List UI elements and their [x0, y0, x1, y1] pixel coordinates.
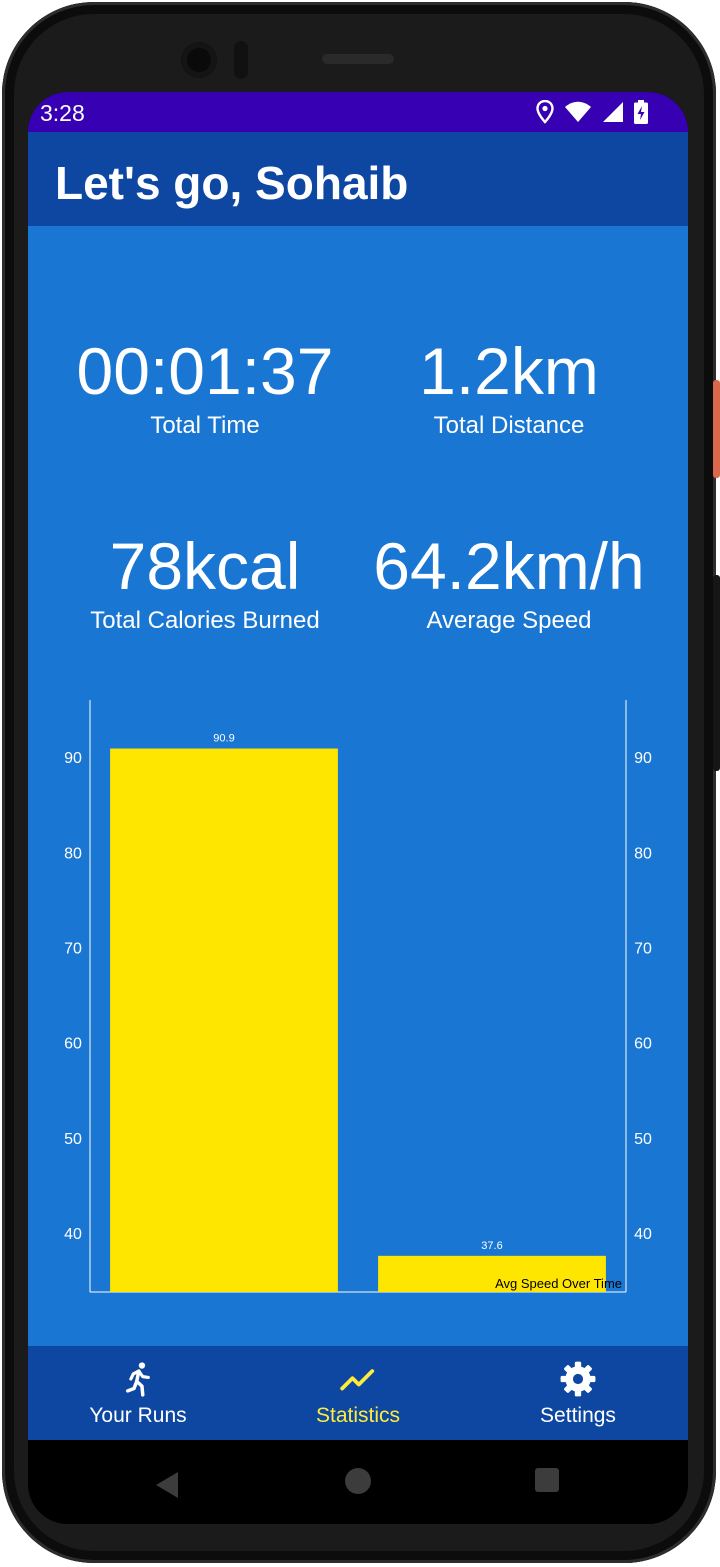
- nav-statistics-label: Statistics: [248, 1404, 468, 1428]
- total-distance-value: 1.2km: [344, 334, 674, 408]
- y-tick-label-right: 90: [634, 750, 652, 767]
- proximity-sensor: [234, 41, 248, 79]
- nav-settings-label: Settings: [468, 1404, 688, 1428]
- y-tick-label-left: 90: [64, 750, 82, 767]
- app-toolbar: Let's go, Sohaib: [28, 132, 688, 226]
- y-tick-label-right: 60: [634, 1036, 652, 1053]
- wifi-icon: [564, 101, 592, 123]
- trending-up-icon: [339, 1360, 377, 1398]
- stat-total-time: 00:01:37 Total Time: [40, 334, 370, 440]
- nav-your-runs-label: Your Runs: [28, 1404, 248, 1428]
- system-navigation-bar: [28, 1440, 688, 1524]
- statistics-content: 00:01:37 Total Time 1.2km Total Distance…: [28, 226, 688, 1346]
- stat-total-distance: 1.2km Total Distance: [344, 334, 674, 440]
- page-title: Let's go, Sohaib: [55, 156, 408, 210]
- nav-statistics[interactable]: Statistics: [248, 1346, 468, 1440]
- y-tick-label-left: 60: [64, 1036, 82, 1053]
- total-distance-label: Total Distance: [344, 412, 674, 440]
- y-tick-label-right: 50: [634, 1131, 652, 1148]
- status-icons: [536, 99, 648, 125]
- bar-value-label: 37.6: [481, 1240, 502, 1252]
- earpiece-speaker: [322, 54, 394, 64]
- y-tick-label-left: 80: [64, 845, 82, 862]
- y-tick-label-left: 70: [64, 940, 82, 957]
- back-icon[interactable]: [154, 1470, 180, 1500]
- volume-button: [713, 575, 720, 771]
- screen: 3:28 Let's go, Sohaib 00:01:37 Total: [28, 92, 688, 1524]
- y-tick-label-left: 40: [64, 1226, 82, 1243]
- home-icon[interactable]: [345, 1468, 371, 1494]
- chart-svg: 40 40 50 50 60 60 70 70 80 80 90 90 90.9 37.6 Avg Spee…: [28, 666, 688, 1306]
- y-tick-label-right: 70: [634, 940, 652, 957]
- average-speed-value: 64.2km/h: [344, 529, 674, 603]
- total-time-label: Total Time: [40, 412, 370, 440]
- location-icon: [536, 100, 554, 124]
- bottom-navigation: Your Runs Statistics: [28, 1346, 688, 1440]
- signal-icon: [602, 101, 624, 123]
- y-tick-label-left: 50: [64, 1131, 82, 1148]
- bar: [110, 749, 338, 1292]
- gear-icon: [559, 1360, 597, 1398]
- nav-settings[interactable]: Settings: [468, 1346, 688, 1440]
- bar-value-label: 90.9: [213, 733, 234, 745]
- run-icon: [119, 1360, 157, 1398]
- y-tick-label-right: 80: [634, 845, 652, 862]
- chart-description-label: Avg Speed Over Time: [495, 1276, 622, 1291]
- total-calories-value: 78kcal: [40, 529, 370, 603]
- avg-speed-bar-chart[interactable]: 40 40 50 50 60 60 70 70 80 80 90 90 90.9 37.6 Avg Spee…: [28, 666, 688, 1306]
- power-button: [713, 380, 720, 478]
- stat-average-speed: 64.2km/h Average Speed: [344, 529, 674, 635]
- total-calories-label: Total Calories Burned: [40, 607, 370, 635]
- y-tick-label-right: 40: [634, 1226, 652, 1243]
- front-camera: [181, 42, 217, 78]
- status-time: 3:28: [40, 100, 85, 127]
- status-bar: 3:28: [28, 92, 688, 132]
- recent-apps-icon[interactable]: [535, 1468, 559, 1492]
- battery-charging-icon: [634, 100, 648, 124]
- stat-total-calories: 78kcal Total Calories Burned: [40, 529, 370, 635]
- nav-your-runs[interactable]: Your Runs: [28, 1346, 248, 1440]
- average-speed-label: Average Speed: [344, 607, 674, 635]
- total-time-value: 00:01:37: [40, 334, 370, 408]
